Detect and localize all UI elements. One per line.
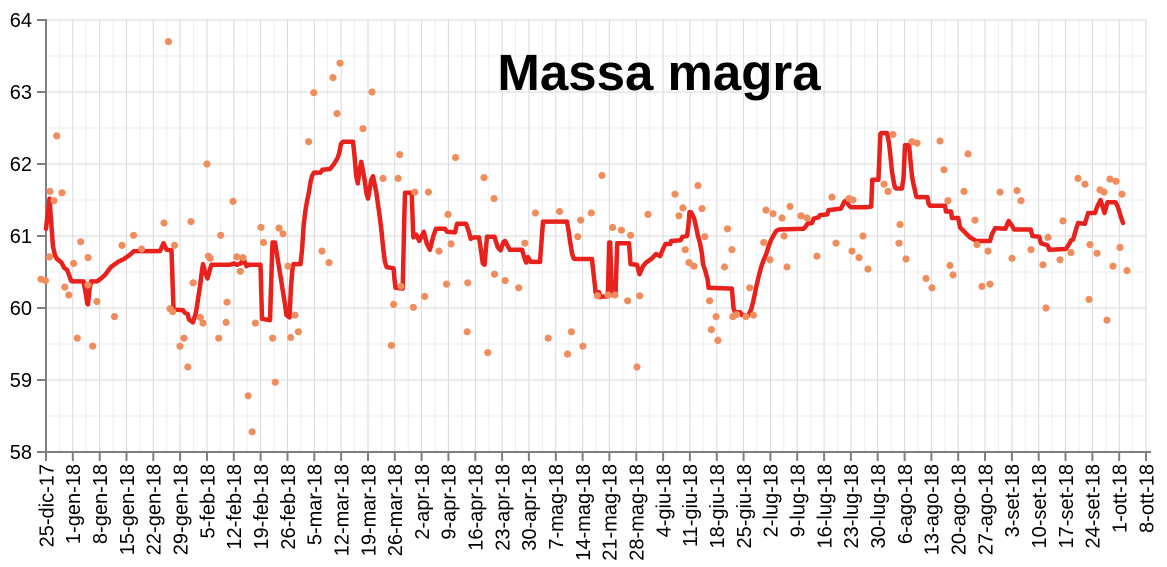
svg-text:29-gen-18: 29-gen-18 xyxy=(170,464,192,555)
svg-text:8-ott-18: 8-ott-18 xyxy=(1136,464,1158,533)
svg-text:24-set-18: 24-set-18 xyxy=(1083,464,1105,549)
svg-text:63: 63 xyxy=(10,82,32,104)
svg-text:64: 64 xyxy=(10,10,32,32)
svg-text:11-giu-18: 11-giu-18 xyxy=(680,464,702,547)
svg-text:62: 62 xyxy=(10,154,32,176)
svg-text:3-set-18: 3-set-18 xyxy=(1002,464,1024,537)
svg-text:25-giu-18: 25-giu-18 xyxy=(734,464,756,549)
svg-text:1-ott-18: 1-ott-18 xyxy=(1110,464,1132,533)
svg-text:28-mag-18: 28-mag-18 xyxy=(627,464,649,561)
svg-text:60: 60 xyxy=(10,298,32,320)
svg-text:23-lug-18: 23-lug-18 xyxy=(841,464,863,549)
svg-text:9-lug-18: 9-lug-18 xyxy=(788,464,810,537)
svg-text:59: 59 xyxy=(10,370,32,392)
svg-text:58: 58 xyxy=(10,442,32,464)
svg-text:61: 61 xyxy=(10,226,32,248)
svg-text:5-feb-18: 5-feb-18 xyxy=(197,464,219,539)
svg-text:6-ago-18: 6-ago-18 xyxy=(895,464,917,544)
svg-text:19-mar-18: 19-mar-18 xyxy=(358,464,380,556)
svg-text:19-feb-18: 19-feb-18 xyxy=(251,464,273,550)
svg-text:7-mag-18: 7-mag-18 xyxy=(546,464,568,550)
svg-text:15-gen-18: 15-gen-18 xyxy=(117,464,139,555)
svg-text:26-mar-18: 26-mar-18 xyxy=(385,464,407,556)
svg-text:9-apr-18: 9-apr-18 xyxy=(439,464,461,540)
svg-text:16-apr-18: 16-apr-18 xyxy=(466,464,488,551)
svg-text:5-mar-18: 5-mar-18 xyxy=(305,464,327,545)
svg-text:17-set-18: 17-set-18 xyxy=(1056,464,1078,549)
svg-text:1-gen-18: 1-gen-18 xyxy=(63,464,85,544)
svg-text:10-set-18: 10-set-18 xyxy=(1029,464,1051,549)
svg-text:14-mag-18: 14-mag-18 xyxy=(573,464,595,561)
svg-text:8-gen-18: 8-gen-18 xyxy=(90,464,112,544)
svg-text:26-feb-18: 26-feb-18 xyxy=(278,464,300,550)
svg-text:30-lug-18: 30-lug-18 xyxy=(868,464,890,549)
svg-text:25-dic-17: 25-dic-17 xyxy=(36,464,58,547)
svg-text:2-lug-18: 2-lug-18 xyxy=(761,464,783,537)
svg-text:12-feb-18: 12-feb-18 xyxy=(224,464,246,550)
svg-text:18-giu-18: 18-giu-18 xyxy=(707,464,729,549)
svg-text:4-giu-18: 4-giu-18 xyxy=(653,464,675,537)
svg-text:Massa magra: Massa magra xyxy=(497,44,821,101)
svg-text:30-apr-18: 30-apr-18 xyxy=(519,464,541,551)
svg-text:21-mag-18: 21-mag-18 xyxy=(600,464,622,561)
svg-text:22-gen-18: 22-gen-18 xyxy=(144,464,166,555)
svg-text:16-lug-18: 16-lug-18 xyxy=(814,464,836,549)
svg-text:12-mar-18: 12-mar-18 xyxy=(331,464,353,556)
svg-text:20-ago-18: 20-ago-18 xyxy=(949,464,971,555)
svg-text:13-ago-18: 13-ago-18 xyxy=(922,464,944,555)
svg-text:23-apr-18: 23-apr-18 xyxy=(492,464,514,551)
svg-text:27-ago-18: 27-ago-18 xyxy=(975,464,997,555)
svg-text:2-apr-18: 2-apr-18 xyxy=(412,464,434,540)
